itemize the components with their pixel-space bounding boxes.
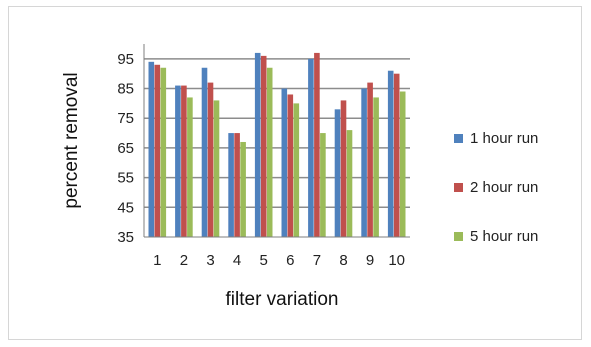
y-tick-label: 85 <box>117 81 134 98</box>
bar-5-hour-run-8 <box>346 130 353 237</box>
x-tick-label: 7 <box>313 252 321 269</box>
legend-label: 2 hour run <box>470 179 538 196</box>
x-axis-title: filter variation <box>226 289 339 310</box>
bar-5-hour-run-6 <box>293 103 300 237</box>
bar-2-hour-run-1 <box>154 64 161 238</box>
y-tick-label: 75 <box>117 110 134 127</box>
x-tick-label: 1 <box>153 252 161 269</box>
bar-1-hour-run-2 <box>175 85 181 237</box>
bar-5-hour-run-7 <box>320 133 326 237</box>
bar-5-hour-run-1 <box>160 67 167 237</box>
bar-2-hour-run-3 <box>207 82 214 237</box>
bar-2-hour-run-9 <box>367 82 373 237</box>
bar-2-hour-run-8 <box>340 100 347 238</box>
bar-5-hour-run-3 <box>213 100 220 238</box>
legend-swatch <box>454 183 463 192</box>
x-tick-label: 3 <box>206 252 214 269</box>
bar-1-hour-run-1 <box>148 61 155 237</box>
bar-2-hour-run-6 <box>287 94 294 237</box>
bar-1-hour-run-3 <box>201 67 208 237</box>
y-tick-label: 65 <box>117 140 134 157</box>
bar-1-hour-run-10 <box>387 70 394 237</box>
bar-1-hour-run-7 <box>308 58 314 237</box>
x-tick-label: 10 <box>388 252 405 269</box>
legend: 1 hour run 2 hour run 5 hour run <box>454 130 538 245</box>
bar-2-hour-run-10 <box>393 73 400 237</box>
bar-2-hour-run-7 <box>314 52 320 238</box>
y-tick-labels: 35 45 55 65 75 85 95 <box>117 51 134 246</box>
bar-1-hour-run-8 <box>334 109 341 237</box>
bar-5-hour-run-9 <box>373 97 379 237</box>
legend-swatch <box>454 232 463 241</box>
x-tick-label: 9 <box>366 252 374 269</box>
bar-1-hour-run-9 <box>361 88 367 238</box>
x-tick-label: 8 <box>339 252 347 269</box>
x-tick-label: 2 <box>180 252 188 269</box>
bar-2-hour-run-5 <box>260 55 267 237</box>
y-tick-label: 35 <box>117 229 134 246</box>
x-tick-label: 5 <box>260 252 268 269</box>
bar-1-hour-run-5 <box>254 52 261 238</box>
y-tick-label: 45 <box>117 199 134 216</box>
bar-2-hour-run-4 <box>234 133 240 237</box>
x-tick-label: 4 <box>233 252 241 269</box>
bar-5-hour-run-4 <box>240 141 246 237</box>
bar-5-hour-run-10 <box>399 91 406 237</box>
bars <box>148 52 406 238</box>
x-tick-label: 6 <box>286 252 294 269</box>
y-tick-label: 95 <box>117 51 134 68</box>
x-tick-labels: 1 2 3 4 5 6 7 8 9 10 <box>153 252 405 269</box>
bar-1-hour-run-6 <box>281 88 288 238</box>
legend-label: 5 hour run <box>470 228 538 245</box>
bar-5-hour-run-5 <box>266 67 273 237</box>
bar-5-hour-run-2 <box>187 97 193 237</box>
legend-swatch <box>454 134 463 143</box>
legend-label: 1 hour run <box>470 130 538 147</box>
y-axis-title: percent removal <box>61 72 82 208</box>
bar-2-hour-run-2 <box>181 85 187 237</box>
bar-1-hour-run-4 <box>228 133 234 237</box>
y-tick-label: 55 <box>117 170 134 187</box>
